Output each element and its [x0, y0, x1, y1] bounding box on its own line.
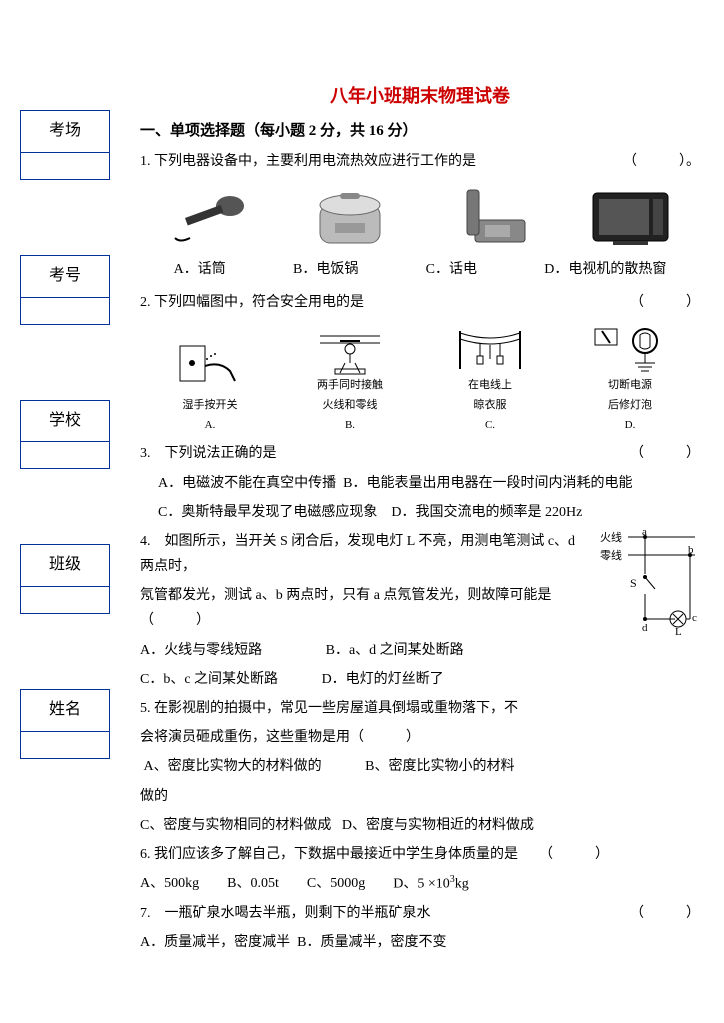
svg-text:a: a: [642, 529, 647, 538]
circ-hot-label: 火线: [600, 530, 622, 544]
microphone-image: [160, 183, 260, 253]
q3-row1: A．电磁波不能在真空中传播 B．电能表量出用电器在一段时间内消耗的电能: [140, 471, 700, 496]
q2-diag-c: 在电线上 晾衣服 C.: [435, 321, 545, 435]
q3-c: C．奥斯特最早发现了电磁感应现象: [158, 505, 377, 520]
q7-text: 7. 一瓶矿泉水喝去半瓶，则剩下的半瓶矿泉水: [140, 906, 431, 921]
q1-blank: （ ）。: [623, 149, 700, 174]
q4-block: 4. 如图所示，当开关 S 闭合后，发现电灯 L 不亮，用测电笔测试 c、d 两…: [140, 529, 700, 692]
q3-row2: C．奥斯特最早发现了电磁感应现象 D．我国交流电的频率是 220Hz: [140, 500, 700, 525]
q4-l1: 4. 如图所示，当开关 S 闭合后，发现电灯 L 不亮，用测电笔测试 c、d 两…: [140, 529, 590, 579]
class-input[interactable]: [21, 587, 109, 613]
q1-images: [140, 183, 700, 253]
exam-content: 八年小班期末物理试卷 一、单项选择题（每小题 2 分，共 16 分） 1. 下列…: [140, 80, 700, 959]
name-input[interactable]: [21, 732, 109, 758]
exam-title: 八年小班期末物理试卷: [140, 80, 700, 112]
number-box: 考号: [20, 255, 110, 325]
q4-a: A．火线与零线短路: [140, 643, 262, 658]
svg-text:d: d: [642, 622, 648, 634]
q2-diag-a: 湿手按开关 A.: [155, 341, 265, 436]
q4-circuit: 火线 零线 S a b c d L: [600, 529, 700, 648]
svg-text:L: L: [675, 626, 682, 638]
q5-l2: 会将演员砸成重伤，这些重物是用（ ）: [140, 725, 700, 750]
q4-row2: C．b、c 之间某处断路 D．电灯的灯丝断了: [140, 667, 590, 692]
name-label: 姓名: [21, 690, 109, 732]
q5-c: C、密度与实物相同的材料做成: [140, 818, 331, 833]
q7-blank: （ ）: [630, 901, 700, 926]
q5-b2: 做的: [140, 784, 700, 809]
q5-l1: 5. 在影视剧的拍摄中，常见一些房屋道具倒塌或重物落下，不: [140, 696, 700, 721]
q3-b: B．电能表量出用电器在一段时间内消耗的电能: [343, 476, 632, 491]
number-label: 考号: [21, 256, 109, 298]
exam-info-sidebar: 考场 考号 学校 班级 姓名: [20, 110, 110, 834]
section-heading: 一、单项选择题（每小题 2 分，共 16 分）: [140, 118, 700, 145]
q1-options: A．话筒 B．电饭锅 C．话电 D．电视机的散热窗: [140, 257, 700, 282]
q5-row2: C、密度与实物相同的材料做成 D、密度与实物相近的材料做成: [140, 813, 700, 838]
room-label: 考场: [21, 111, 109, 153]
q7-a: A．质量减半，密度减半: [140, 935, 290, 950]
q6-b: B、0.05t: [227, 871, 279, 897]
q5-b: B、密度比实物小的材料: [365, 759, 514, 774]
q2-diag-b: 两手同时接触 火线和零线 B.: [295, 321, 405, 435]
school-box: 学校: [20, 400, 110, 470]
q1-opt-d: D．电视机的散热窗: [544, 257, 666, 282]
number-input[interactable]: [21, 298, 109, 324]
rice-cooker-image: [300, 183, 400, 253]
school-label: 学校: [21, 401, 109, 443]
q2-text: 2. 下列四幅图中，符合安全用电的是: [140, 295, 364, 310]
q3-a: A．电磁波不能在真空中传播: [158, 476, 336, 491]
q2-lab-a: A.: [155, 416, 265, 436]
q2-cap-d: 切断电源 后修灯泡: [575, 376, 685, 416]
q3-text: 3. 下列说法正确的是: [140, 446, 277, 461]
q2-lab-d: D.: [575, 416, 685, 436]
q2-stem: 2. 下列四幅图中，符合安全用电的是 （ ）: [140, 290, 700, 315]
q4-c: C．b、c 之间某处断路: [140, 672, 278, 687]
class-label: 班级: [21, 545, 109, 587]
q4-d: D．电灯的灯丝断了: [322, 672, 444, 687]
q4-row1: A．火线与零线短路 B．a、d 之间某处断路: [140, 638, 590, 663]
q4-l2: 氖管都发光，测试 a、b 两点时，只有 a 点氖管发光，则故障可能是 （ ）: [140, 583, 590, 633]
q2-lab-b: B.: [295, 416, 405, 436]
telephone-image: [440, 183, 540, 253]
q5-d: D、密度与实物相近的材料做成: [342, 818, 534, 833]
svg-text:b: b: [688, 544, 694, 556]
svg-text:S: S: [630, 576, 637, 590]
q6-stem: 6. 我们应该多了解自己，下数据中最接近中学生身体质量的是 （ ）: [140, 842, 700, 867]
q1-opt-c: C．话电: [426, 257, 477, 282]
q1-opt-a: A．话筒: [174, 257, 226, 282]
q5-row1: A、密度比实物大的材料做的 B、密度比实物小的材料: [140, 754, 700, 779]
q3-stem: 3. 下列说法正确的是 （ ）: [140, 441, 700, 466]
q6-opts: A、500kg B、0.05t C、5000g D、5 ×103kg: [140, 871, 700, 897]
q2-diagrams: 湿手按开关 A. 两手同时接触 火线和零线 B.: [140, 321, 700, 435]
school-input[interactable]: [21, 442, 109, 468]
class-box: 班级: [20, 544, 110, 614]
svg-text:c: c: [692, 612, 697, 624]
q3-blank: （ ）: [630, 441, 700, 466]
q3-d: D．我国交流电的频率是 220Hz: [391, 505, 582, 520]
q2-blank: （ ）: [630, 290, 700, 315]
q6-c: C、5000g: [307, 871, 365, 897]
tv-image: [580, 183, 680, 253]
name-box: 姓名: [20, 689, 110, 759]
q7-b: B．质量减半，密度不变: [297, 935, 446, 950]
q2-cap-a: 湿手按开关: [155, 396, 265, 416]
q7-stem: 7. 一瓶矿泉水喝去半瓶，则剩下的半瓶矿泉水 （ ）: [140, 901, 700, 926]
q1-text: 1. 下列电器设备中，主要利用电流热效应进行工作的是: [140, 154, 476, 169]
room-input[interactable]: [21, 153, 109, 179]
q7-row: A．质量减半，密度减半 B．质量减半，密度不变: [140, 930, 700, 955]
circ-neu-label: 零线: [600, 548, 622, 562]
q4-b: B．a、d 之间某处断路: [326, 643, 464, 658]
q6-d-pre: D、5 ×10: [393, 877, 450, 892]
room-box: 考场: [20, 110, 110, 180]
q6-d: D、5 ×103kg: [393, 871, 469, 897]
q6-d-post: kg: [455, 877, 469, 892]
q1-opt-b: B．电饭锅: [293, 257, 358, 282]
q1-stem: 1. 下列电器设备中，主要利用电流热效应进行工作的是 （ ）。: [140, 149, 700, 174]
q2-cap-c: 在电线上 晾衣服: [435, 376, 545, 416]
q5-a: A、密度比实物大的材料做的: [144, 759, 322, 774]
q2-diag-d: 切断电源 后修灯泡 D.: [575, 321, 685, 435]
q6-a: A、500kg: [140, 871, 199, 897]
q2-lab-c: C.: [435, 416, 545, 436]
q2-cap-b: 两手同时接触 火线和零线: [295, 376, 405, 416]
